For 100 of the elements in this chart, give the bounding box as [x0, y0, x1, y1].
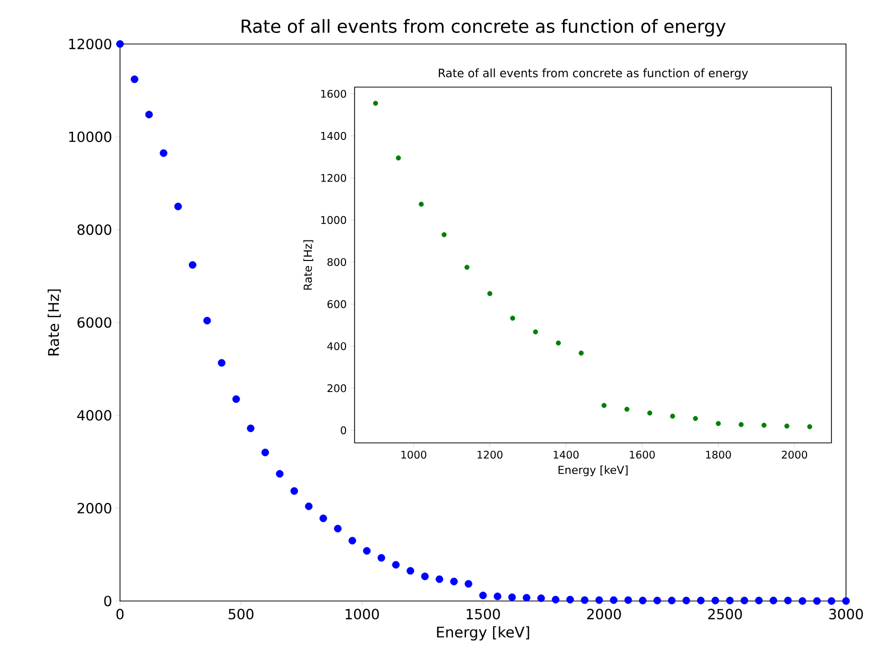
x-axis-title: Energy [keV] — [558, 466, 628, 476]
x-tick-label: 3000 — [829, 608, 863, 620]
point — [487, 291, 492, 296]
point — [624, 596, 632, 604]
y-axis-title: Rate [Hz] — [48, 289, 61, 356]
point — [396, 155, 401, 160]
point — [276, 470, 284, 478]
point — [647, 410, 652, 416]
point — [595, 596, 603, 604]
x-tick-label: 0 — [116, 608, 124, 620]
point — [232, 395, 240, 403]
point — [682, 596, 690, 604]
y-tick-label: 600 — [328, 300, 346, 308]
point — [378, 554, 386, 562]
y-tick-label: 2000 — [78, 502, 112, 514]
point — [319, 514, 328, 522]
point — [174, 202, 182, 210]
point — [246, 424, 254, 432]
point — [510, 316, 516, 321]
y-tick-label: 10000 — [69, 132, 112, 142]
point — [552, 596, 560, 604]
point — [784, 596, 792, 604]
point — [697, 596, 705, 604]
point — [755, 596, 763, 604]
x-tick-label: 500 — [228, 608, 254, 620]
y-tick-label: 1400 — [321, 132, 346, 140]
x-tick-label: 1200 — [478, 450, 502, 459]
point — [348, 536, 356, 544]
x-tick-label: 1400 — [554, 450, 579, 459]
point — [494, 592, 502, 600]
point — [464, 264, 470, 270]
point — [784, 424, 790, 429]
point — [479, 592, 487, 600]
y-axis-title: Rate [Hz] — [303, 240, 314, 290]
point — [334, 524, 342, 532]
y-tick-label: 0 — [340, 426, 346, 434]
y-tick-label: 6000 — [78, 317, 112, 328]
point — [418, 202, 424, 207]
point — [670, 414, 676, 419]
y-tick-label: 0 — [104, 596, 112, 606]
point — [203, 316, 211, 324]
x-axis-title: Energy [keV] — [437, 626, 530, 640]
point — [842, 597, 850, 605]
point — [578, 350, 584, 356]
y-tick-label: 200 — [328, 384, 346, 392]
point — [218, 359, 226, 367]
point — [537, 594, 545, 602]
point — [304, 502, 313, 510]
point — [522, 594, 530, 602]
y-tick-label: 12000 — [69, 38, 112, 50]
y-tick-label: 1000 — [321, 216, 346, 224]
point — [290, 487, 298, 495]
x-tick-label: 2500 — [708, 608, 742, 620]
y-tick-label: 1600 — [321, 90, 346, 98]
point — [188, 261, 196, 269]
x-tick-label: 1800 — [706, 450, 731, 459]
point — [712, 596, 720, 604]
point — [716, 421, 721, 426]
y-tick-label: 400 — [327, 342, 346, 350]
x-tick-label: 1500 — [466, 608, 500, 620]
y-tick-label: 8000 — [78, 224, 112, 235]
point — [145, 110, 153, 118]
x-tick-label: 1600 — [630, 450, 655, 459]
point — [738, 422, 744, 428]
point — [442, 232, 447, 238]
point — [566, 596, 574, 604]
point — [762, 422, 767, 428]
point — [130, 75, 138, 84]
x-tick-label: 1000 — [346, 608, 379, 620]
y-tick-label: 800 — [327, 258, 346, 266]
point — [580, 596, 588, 604]
point — [261, 448, 270, 456]
chart-title: Rate of all events from concrete as function of energy — [438, 68, 748, 80]
point — [464, 580, 472, 588]
point — [828, 597, 836, 605]
point — [602, 402, 607, 408]
y-tick-label: 4000 — [77, 410, 112, 421]
point — [406, 567, 414, 575]
point — [421, 572, 429, 580]
point — [807, 424, 812, 430]
point — [116, 40, 124, 48]
point — [624, 406, 630, 412]
point — [740, 596, 748, 604]
y-tick-label: 1200 — [321, 174, 346, 182]
point — [160, 149, 168, 157]
point — [363, 547, 371, 555]
point — [556, 340, 561, 346]
point — [373, 100, 378, 106]
point — [668, 596, 676, 604]
x-tick-label: 2000 — [782, 450, 808, 459]
point — [508, 593, 516, 602]
point — [610, 596, 618, 604]
point — [450, 578, 458, 586]
point — [436, 575, 444, 583]
point — [533, 329, 538, 334]
point — [692, 416, 698, 422]
point — [653, 596, 662, 604]
chart-title: Rate of all events from concrete as function of energy — [242, 19, 726, 36]
point — [726, 596, 734, 604]
point — [813, 597, 821, 605]
